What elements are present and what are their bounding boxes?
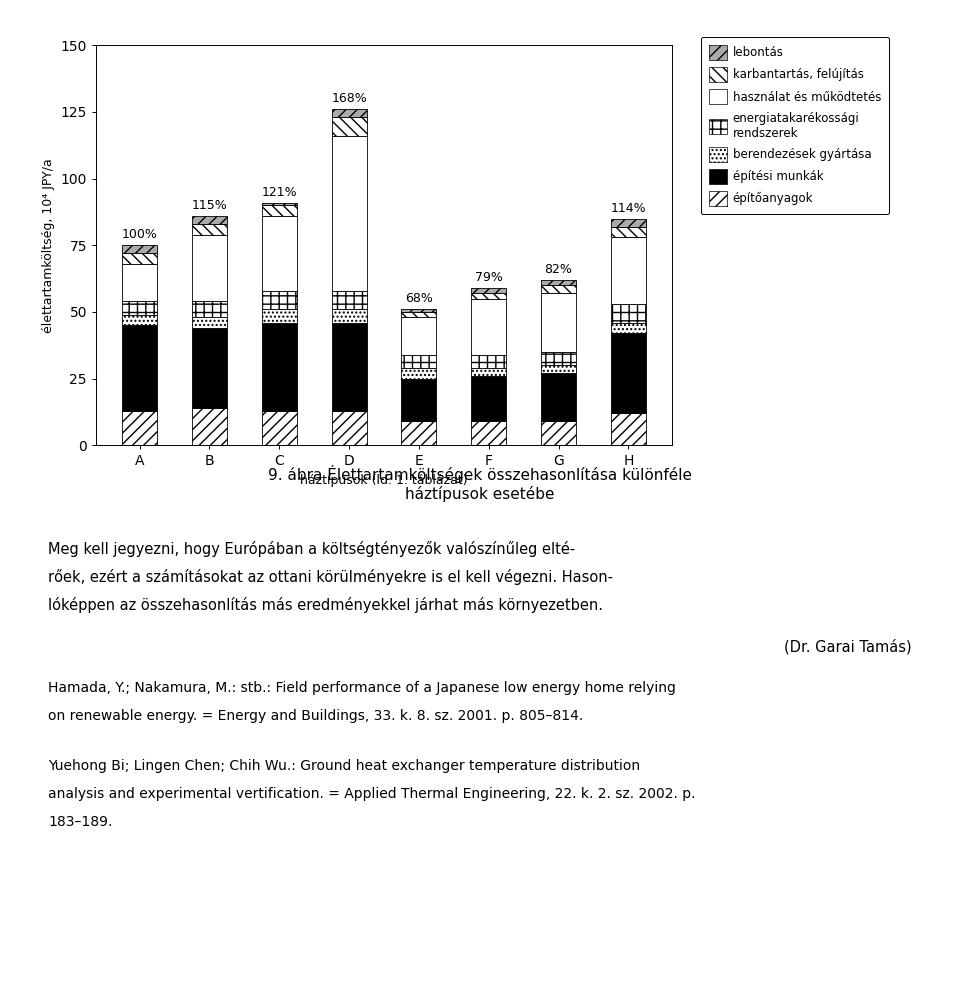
- Bar: [331, 136, 367, 290]
- Text: lóképpen az összehasonlítás más eredményekkel járhat más környezetben.: lóképpen az összehasonlítás más eredmény…: [48, 597, 603, 613]
- Bar: [262, 202, 297, 205]
- Bar: [611, 322, 646, 333]
- Text: on renewable energy. = Energy and Buildings, 33. k. 8. sz. 2001. p. 805–814.: on renewable energy. = Energy and Buildi…: [48, 709, 584, 723]
- Bar: [122, 301, 157, 314]
- Text: 82%: 82%: [544, 263, 572, 276]
- Bar: [331, 109, 367, 117]
- Text: (Dr. Garai Tamás): (Dr. Garai Tamás): [784, 639, 912, 654]
- Y-axis label: élettartamköltség, 10⁴ JPY/a: élettartamköltség, 10⁴ JPY/a: [42, 158, 55, 332]
- Bar: [611, 237, 646, 304]
- Bar: [401, 354, 437, 368]
- Text: Meg kell jegyezni, hogy Európában a költségtényezők valószínűleg elté-: Meg kell jegyezni, hogy Európában a költ…: [48, 541, 575, 557]
- Text: 115%: 115%: [192, 199, 228, 212]
- Bar: [122, 410, 157, 445]
- Text: Yuehong Bi; Lingen Chen; Chih Wu.: Ground heat exchanger temperature distributio: Yuehong Bi; Lingen Chen; Chih Wu.: Groun…: [48, 759, 640, 773]
- Bar: [192, 317, 227, 328]
- Bar: [192, 301, 227, 317]
- Bar: [122, 245, 157, 253]
- Bar: [192, 216, 227, 224]
- Bar: [331, 410, 367, 445]
- Text: 168%: 168%: [331, 92, 367, 105]
- Legend: lebontás, karbantartás, felújítás, használat és működtetés, energiatakarékossági: lebontás, karbantartás, felújítás, haszn…: [701, 37, 889, 214]
- Bar: [192, 328, 227, 408]
- Bar: [401, 368, 437, 378]
- Bar: [541, 352, 576, 365]
- Bar: [471, 293, 506, 298]
- Bar: [122, 253, 157, 264]
- Bar: [331, 117, 367, 136]
- Bar: [401, 378, 437, 421]
- Bar: [541, 365, 576, 373]
- Bar: [611, 333, 646, 413]
- Bar: [611, 413, 646, 445]
- Bar: [541, 421, 576, 445]
- Bar: [541, 285, 576, 293]
- Bar: [611, 218, 646, 226]
- Bar: [192, 234, 227, 301]
- Bar: [192, 408, 227, 445]
- Bar: [401, 309, 437, 312]
- Text: 183–189.: 183–189.: [48, 815, 112, 829]
- Bar: [611, 226, 646, 237]
- Bar: [541, 293, 576, 352]
- Bar: [331, 322, 367, 410]
- Bar: [471, 368, 506, 376]
- Bar: [262, 309, 297, 322]
- Bar: [122, 314, 157, 325]
- Bar: [471, 288, 506, 293]
- Bar: [262, 410, 297, 445]
- Bar: [471, 421, 506, 445]
- Bar: [262, 322, 297, 410]
- Bar: [331, 309, 367, 322]
- Text: 100%: 100%: [122, 228, 157, 241]
- Bar: [262, 216, 297, 290]
- Text: analysis and experimental vertification. = Applied Thermal Engineering, 22. k. 2: analysis and experimental vertification.…: [48, 787, 695, 801]
- Bar: [122, 325, 157, 410]
- Text: 68%: 68%: [405, 292, 433, 305]
- Bar: [541, 280, 576, 285]
- Bar: [122, 264, 157, 301]
- Bar: [262, 290, 297, 309]
- Bar: [401, 312, 437, 317]
- Bar: [611, 304, 646, 322]
- Bar: [262, 205, 297, 216]
- Bar: [401, 317, 437, 354]
- Text: 114%: 114%: [611, 201, 646, 214]
- Bar: [192, 224, 227, 234]
- Text: 9. ábra Élettartamköltségek összehasonlítása különféle
háztípusok esetébe: 9. ábra Élettartamköltségek összehasonlí…: [268, 465, 692, 503]
- Bar: [471, 376, 506, 421]
- Bar: [471, 298, 506, 354]
- Bar: [401, 421, 437, 445]
- X-axis label: háztípusok (ld. 1. táblázat): háztípusok (ld. 1. táblázat): [300, 474, 468, 487]
- Bar: [331, 290, 367, 309]
- Text: Hamada, Y.; Nakamura, M.: stb.: Field performance of a Japanese low energy home : Hamada, Y.; Nakamura, M.: stb.: Field pe…: [48, 681, 676, 695]
- Text: 121%: 121%: [261, 185, 297, 198]
- Bar: [471, 354, 506, 368]
- Bar: [541, 373, 576, 421]
- Text: rőek, ezért a számításokat az ottani körülményekre is el kell végezni. Hason-: rőek, ezért a számításokat az ottani kör…: [48, 569, 613, 585]
- Text: 79%: 79%: [475, 271, 503, 284]
